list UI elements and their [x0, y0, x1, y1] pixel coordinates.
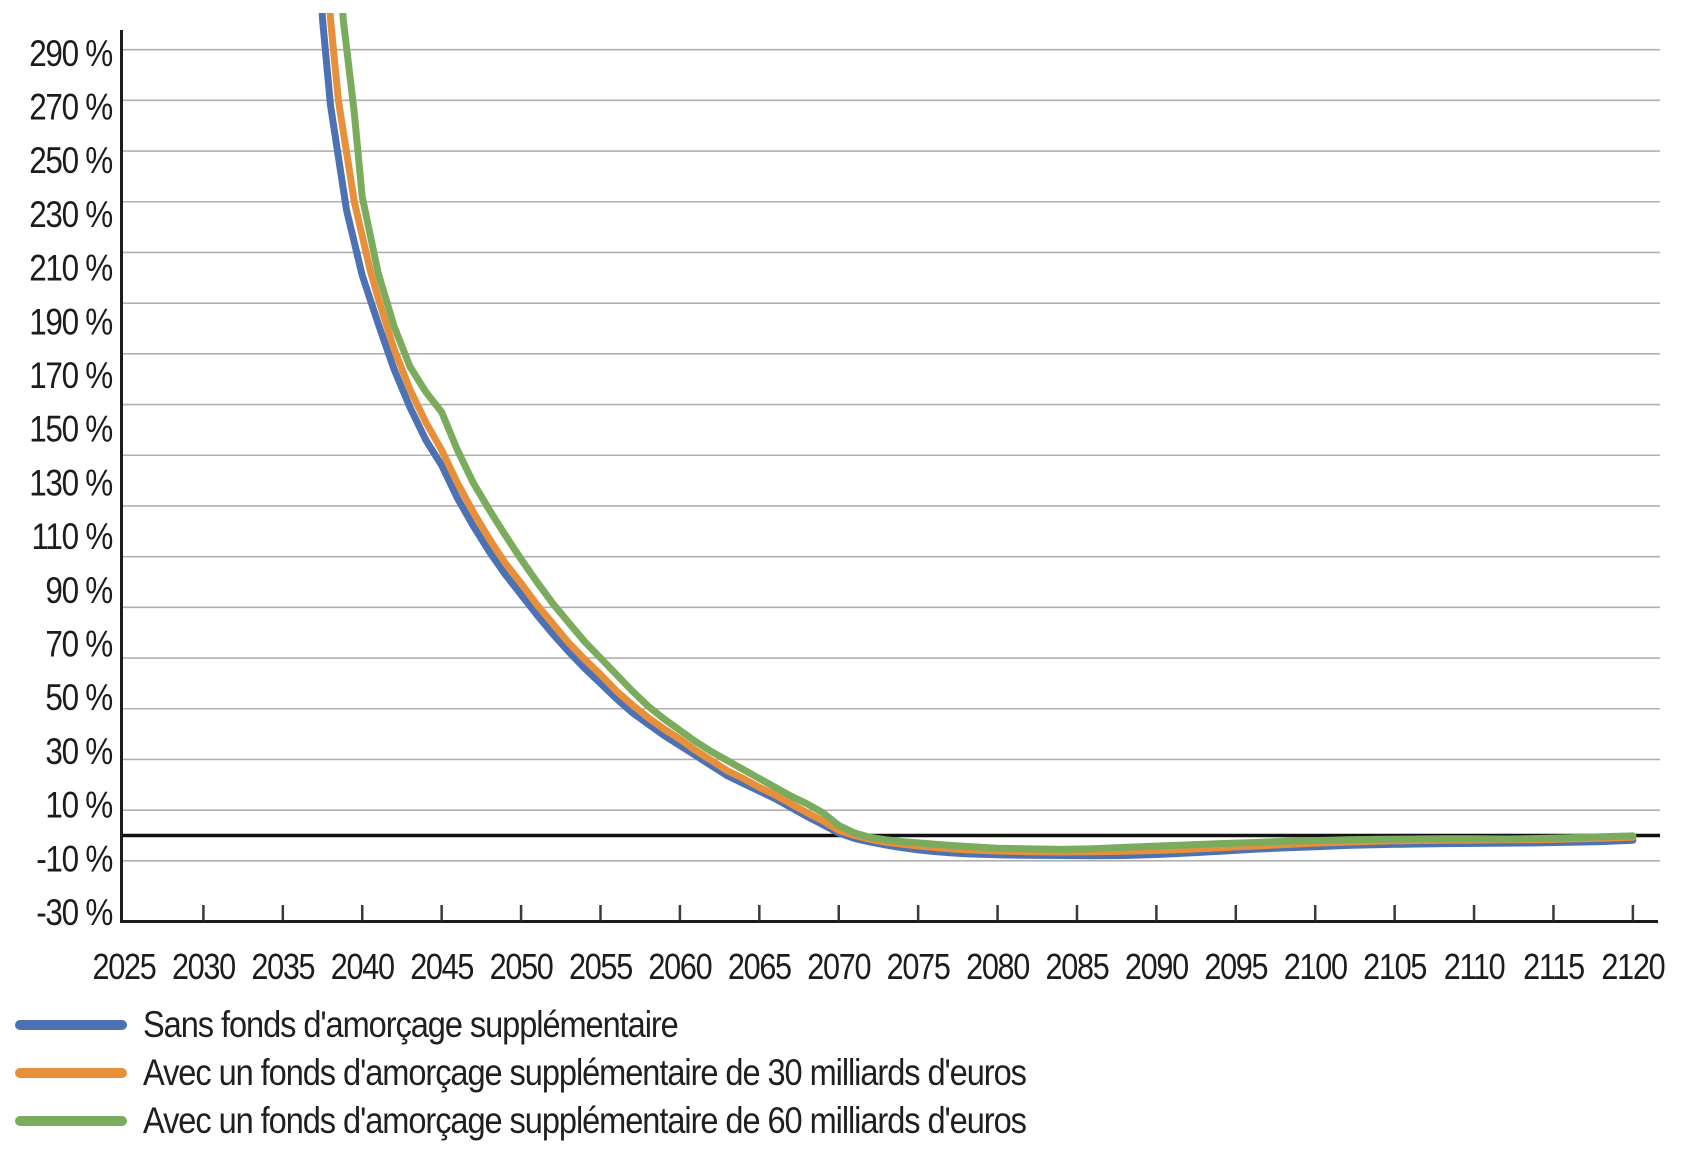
y-tick-label-90: 90 % — [45, 570, 112, 611]
x-tick-label-2030: 2030 — [172, 948, 236, 988]
y-tick-label-230: 230 % — [29, 195, 113, 236]
legend-item-fonds-60: Avec un fonds d'amorçage supplémentaire … — [15, 1097, 1146, 1145]
legend-item-fonds-30: Avec un fonds d'amorçage supplémentaire … — [15, 1049, 1146, 1097]
series-line-0 — [318, 13, 1637, 860]
y-tick-label-110: 110 % — [32, 517, 113, 558]
series-line-1 — [326, 13, 1637, 856]
x-tick-label-2100: 2100 — [1284, 948, 1348, 988]
x-tick-label-2080: 2080 — [966, 948, 1030, 988]
y-tick-label-190: 190 % — [29, 302, 113, 343]
x-tick-label-2090: 2090 — [1125, 948, 1189, 988]
x-tick-label-2060: 2060 — [648, 948, 712, 988]
x-tick-label-2075: 2075 — [887, 948, 951, 988]
x-tick-label-2025: 2025 — [93, 948, 157, 988]
legend-label: Avec un fonds d'amorçage supplémentaire … — [143, 1052, 1027, 1093]
x-tick-label-2115: 2115 — [1523, 948, 1584, 988]
x-tick-label-2095: 2095 — [1204, 948, 1268, 988]
y-tick-label-10: 10 % — [45, 785, 112, 826]
y-tick-label--30: -30 % — [36, 893, 113, 934]
y-tick-label-290: 290 % — [29, 33, 113, 74]
x-tick-label-2120: 2120 — [1601, 948, 1665, 988]
y-tick-label-70: 70 % — [45, 624, 112, 665]
legend-label: Avec un fonds d'amorçage supplémentaire … — [143, 1100, 1027, 1141]
x-tick-label-2055: 2055 — [569, 948, 633, 988]
x-tick-label-2045: 2045 — [410, 948, 474, 988]
x-tick-label-2035: 2035 — [251, 948, 315, 988]
chart-legend: Sans fonds d'amorçage supplémentaire Ave… — [15, 1001, 1146, 1145]
y-tick-label-250: 250 % — [29, 141, 113, 182]
x-tick-label-2110: 2110 — [1444, 948, 1505, 988]
series-line-2 — [339, 13, 1637, 853]
x-tick-label-2105: 2105 — [1363, 948, 1427, 988]
y-tick-label-30: 30 % — [45, 732, 112, 773]
y-tick-label-130: 130 % — [29, 463, 113, 504]
legend-label: Sans fonds d'amorçage supplémentaire — [143, 1004, 679, 1045]
x-tick-label-2065: 2065 — [728, 948, 792, 988]
x-tick-label-2085: 2085 — [1046, 948, 1110, 988]
y-tick-label-50: 50 % — [45, 678, 112, 719]
y-tick-label-210: 210 % — [29, 248, 113, 289]
x-tick-label-2070: 2070 — [807, 948, 871, 988]
legend-swatch-green-line — [15, 1116, 127, 1126]
legend-item-sans-fonds: Sans fonds d'amorçage supplémentaire — [15, 1001, 1146, 1049]
x-tick-label-2040: 2040 — [331, 948, 395, 988]
y-tick-label-270: 270 % — [29, 87, 113, 128]
y-tick-label-170: 170 % — [29, 356, 113, 397]
y-tick-label--10: -10 % — [36, 839, 113, 880]
legend-swatch-blue-line — [15, 1020, 127, 1030]
y-tick-label-150: 150 % — [29, 409, 113, 450]
legend-swatch-orange-line — [15, 1068, 127, 1078]
x-tick-label-2050: 2050 — [490, 948, 554, 988]
